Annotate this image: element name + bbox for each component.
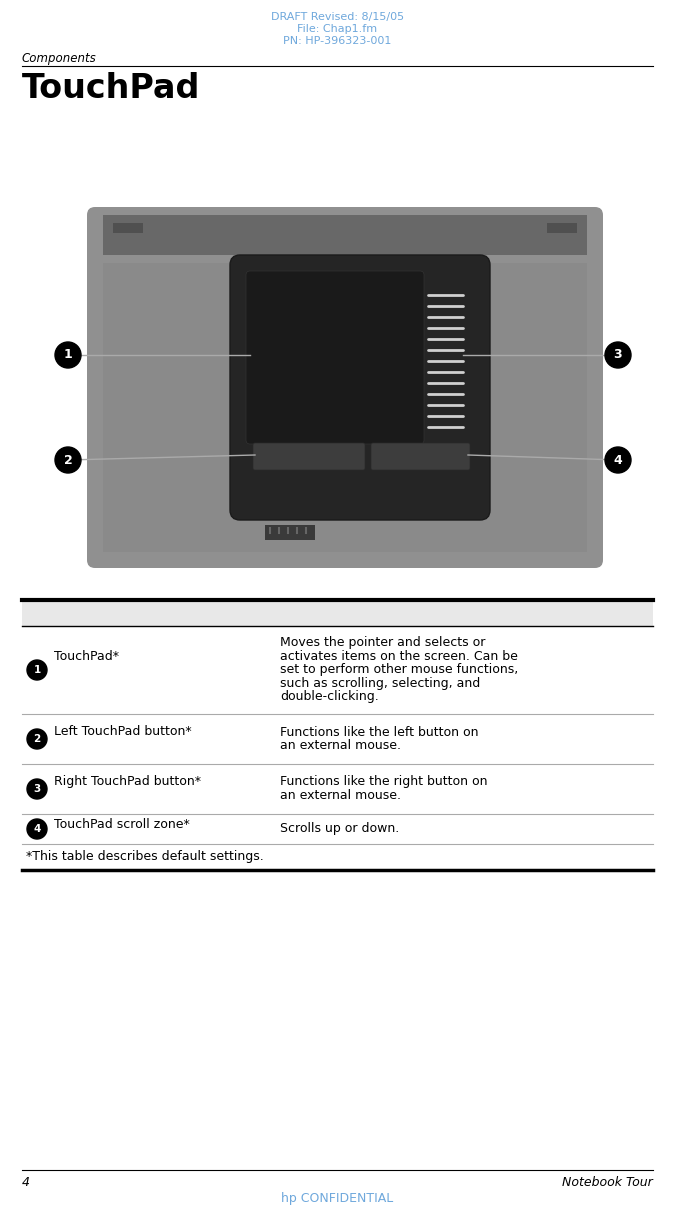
Text: 4: 4	[22, 1175, 30, 1189]
Text: 1: 1	[33, 665, 40, 674]
FancyBboxPatch shape	[87, 207, 603, 568]
Circle shape	[605, 342, 631, 368]
Text: PN: HP-396323-001: PN: HP-396323-001	[284, 36, 392, 46]
Text: *This table describes default settings.: *This table describes default settings.	[26, 850, 264, 862]
Text: 3: 3	[614, 348, 622, 361]
Text: an external mouse.: an external mouse.	[280, 739, 401, 752]
Text: 4: 4	[614, 454, 622, 467]
Text: an external mouse.: an external mouse.	[280, 788, 401, 802]
Text: hp CONFIDENTIAL: hp CONFIDENTIAL	[281, 1192, 394, 1205]
Text: Left TouchPad button*: Left TouchPad button*	[54, 725, 192, 738]
Text: Functions like the right button on: Functions like the right button on	[280, 775, 487, 788]
Text: Right TouchPad button*: Right TouchPad button*	[54, 775, 201, 788]
Circle shape	[27, 660, 47, 680]
Bar	[103, 215, 587, 255]
Bar	[22, 600, 653, 626]
Circle shape	[605, 448, 631, 473]
FancyBboxPatch shape	[371, 443, 470, 469]
Circle shape	[27, 819, 47, 839]
Text: Notebook Tour: Notebook Tour	[562, 1175, 653, 1189]
Text: 4: 4	[33, 824, 40, 835]
FancyBboxPatch shape	[246, 270, 424, 444]
Circle shape	[55, 342, 81, 368]
Text: double-clicking.: double-clicking.	[280, 690, 379, 704]
Bar	[103, 263, 587, 552]
Text: Functions like the left button on: Functions like the left button on	[280, 725, 479, 739]
Text: File: Chap1.fm: File: Chap1.fm	[298, 24, 377, 34]
Circle shape	[55, 448, 81, 473]
Bar	[113, 223, 143, 233]
Text: Moves the pointer and selects or: Moves the pointer and selects or	[280, 637, 485, 649]
Text: Components: Components	[22, 52, 97, 66]
Text: Description: Description	[280, 605, 370, 619]
Circle shape	[27, 779, 47, 799]
Text: set to perform other mouse functions,: set to perform other mouse functions,	[280, 664, 518, 677]
FancyBboxPatch shape	[230, 255, 490, 520]
Text: TouchPad: TouchPad	[22, 72, 200, 106]
Text: 2: 2	[63, 454, 72, 467]
Text: Scrolls up or down.: Scrolls up or down.	[280, 822, 399, 836]
Text: TouchPad*: TouchPad*	[54, 650, 119, 664]
Bar	[547, 223, 577, 233]
Text: activates items on the screen. Can be: activates items on the screen. Can be	[280, 650, 518, 662]
Text: TouchPad scroll zone*: TouchPad scroll zone*	[54, 818, 190, 831]
Text: 1: 1	[63, 348, 72, 361]
Text: 2: 2	[33, 734, 40, 744]
Bar	[265, 525, 315, 540]
Text: 3: 3	[33, 784, 40, 795]
Circle shape	[27, 729, 47, 748]
FancyBboxPatch shape	[253, 443, 365, 469]
Text: DRAFT Revised: 8/15/05: DRAFT Revised: 8/15/05	[271, 12, 404, 22]
Text: Component: Component	[62, 605, 152, 619]
Text: such as scrolling, selecting, and: such as scrolling, selecting, and	[280, 677, 480, 690]
